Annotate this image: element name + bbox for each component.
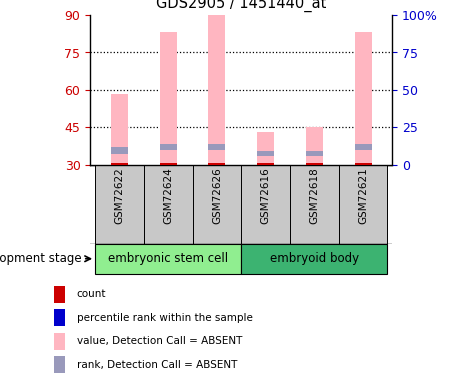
Bar [193, 165, 241, 244]
Text: development stage: development stage [0, 252, 81, 265]
Bar [111, 147, 128, 154]
Text: percentile rank within the sample: percentile rank within the sample [77, 313, 253, 323]
Bar [241, 165, 290, 244]
Bar [54, 333, 65, 350]
Text: count: count [77, 290, 106, 299]
Text: GSM72626: GSM72626 [212, 167, 222, 224]
Bar [54, 356, 65, 373]
Text: rank, Detection Call = ABSENT: rank, Detection Call = ABSENT [77, 360, 237, 370]
Bar [354, 164, 372, 165]
Bar [354, 33, 372, 165]
Bar [290, 165, 339, 244]
Bar [257, 151, 274, 156]
Bar [95, 165, 144, 244]
Bar [354, 144, 372, 150]
Bar [241, 244, 387, 274]
Bar [306, 151, 323, 156]
Bar [208, 144, 226, 150]
Bar [208, 15, 226, 165]
Text: GSM72622: GSM72622 [115, 167, 124, 224]
Bar [160, 33, 177, 165]
Bar [257, 132, 274, 165]
Bar [257, 164, 274, 165]
Text: GSM72621: GSM72621 [358, 167, 368, 224]
Bar [95, 244, 241, 274]
Bar [54, 286, 65, 303]
Bar [111, 164, 128, 165]
Text: value, Detection Call = ABSENT: value, Detection Call = ABSENT [77, 336, 242, 346]
Bar [111, 94, 128, 165]
Bar [306, 164, 323, 165]
Text: GSM72616: GSM72616 [261, 167, 271, 224]
Bar [208, 164, 226, 165]
Bar [144, 165, 193, 244]
Text: GSM72618: GSM72618 [309, 167, 319, 224]
Text: embryoid body: embryoid body [270, 252, 359, 265]
Title: GDS2905 / 1451440_at: GDS2905 / 1451440_at [156, 0, 327, 12]
Bar [160, 144, 177, 150]
Text: embryonic stem cell: embryonic stem cell [108, 252, 228, 265]
Text: GSM72624: GSM72624 [163, 167, 173, 224]
Bar [160, 164, 177, 165]
Bar [54, 309, 65, 326]
Bar [339, 165, 387, 244]
Bar [306, 128, 323, 165]
